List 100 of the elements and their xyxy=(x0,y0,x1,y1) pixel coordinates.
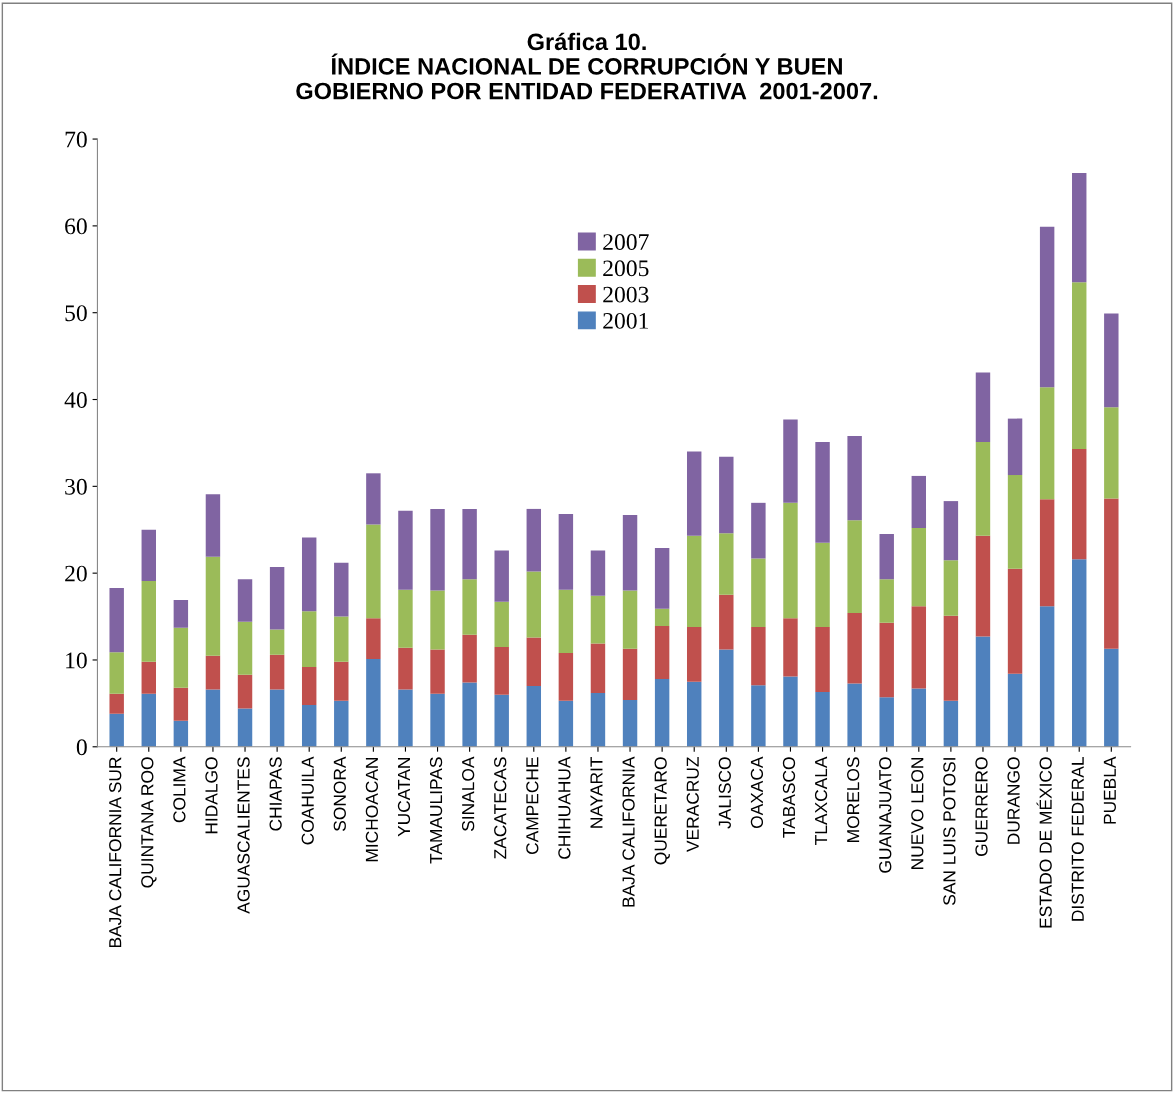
x-tick-label: TLAXCALA xyxy=(814,756,828,845)
bar xyxy=(911,688,927,747)
bar xyxy=(1104,313,1119,408)
bar xyxy=(719,649,734,747)
bar xyxy=(783,618,798,677)
bar xyxy=(751,502,766,559)
x-tick-label: NAYARIT xyxy=(590,756,603,828)
bar xyxy=(654,626,670,680)
bar xyxy=(237,621,253,675)
bar xyxy=(686,451,702,536)
bar xyxy=(751,558,766,627)
bar xyxy=(301,666,317,706)
bar xyxy=(1072,172,1087,283)
bar xyxy=(654,608,670,627)
bar xyxy=(301,611,317,667)
bar xyxy=(815,626,830,693)
x-tick-label: HIDALGO xyxy=(205,757,218,834)
bar xyxy=(558,653,574,701)
bar xyxy=(398,589,413,648)
bar xyxy=(141,580,156,662)
bar xyxy=(686,626,702,682)
bar xyxy=(558,589,574,654)
bar xyxy=(1072,559,1087,747)
bar xyxy=(526,686,542,747)
bar xyxy=(494,550,509,602)
x-tick-label: SAN LUIS POTOSI xyxy=(943,758,956,905)
bar xyxy=(109,693,124,714)
bar xyxy=(783,676,798,747)
bar xyxy=(1104,648,1119,747)
bar xyxy=(1007,475,1023,569)
bar xyxy=(879,534,894,580)
bar xyxy=(943,560,959,616)
bar xyxy=(173,600,189,628)
bar xyxy=(1072,282,1087,449)
bar xyxy=(1007,568,1023,674)
bar xyxy=(526,571,542,638)
bar xyxy=(526,508,542,572)
bar xyxy=(654,679,670,747)
bar xyxy=(109,587,124,653)
bar xyxy=(494,646,509,695)
bar xyxy=(1104,407,1119,499)
legend-label: 2003 xyxy=(603,286,649,303)
bar xyxy=(558,700,574,747)
bar xyxy=(334,616,349,662)
bar xyxy=(943,700,959,747)
bar xyxy=(719,533,734,595)
bar xyxy=(686,535,702,627)
y-tick-label: 30 xyxy=(65,478,87,495)
bar xyxy=(622,590,638,649)
bar xyxy=(815,692,830,747)
bar xyxy=(1039,226,1055,388)
bar xyxy=(1039,499,1055,607)
x-tick-label: TABASCO xyxy=(782,757,796,838)
bar xyxy=(269,654,285,690)
x-tick-label: CAMPECHE xyxy=(526,757,539,855)
bar xyxy=(558,514,574,590)
x-tick-label: COAHUILA xyxy=(301,756,314,845)
bar xyxy=(975,372,991,443)
chart-title: Gráfica 10. ÍNDICE NACIONAL DE CORRUPCIÓN Y BUEN GOBIERNO POR ENTIDAD FEDERATIVA 2001-2007. xyxy=(296,32,878,100)
bar xyxy=(911,475,927,529)
y-tick-label: 50 xyxy=(65,305,87,322)
bar xyxy=(141,693,156,747)
y-tick-label: 70 xyxy=(65,131,87,148)
bar xyxy=(173,720,189,747)
bar xyxy=(398,647,413,690)
legend-label: 2007 xyxy=(603,234,649,250)
bar xyxy=(526,637,542,687)
bar xyxy=(847,520,862,614)
bar xyxy=(237,708,253,747)
bar xyxy=(975,636,991,747)
x-tick-label: QUINTANA ROO xyxy=(141,757,157,888)
bar xyxy=(366,618,381,660)
x-tick-label: CHIHUAHUA xyxy=(558,756,571,859)
y-tick-label: 40 xyxy=(64,392,87,408)
bar xyxy=(269,567,285,630)
x-tick-label: TAMAULIPAS xyxy=(429,757,443,864)
x-tick-label: DISTRITO FEDERAL xyxy=(1071,757,1084,921)
bar xyxy=(269,689,285,747)
bar xyxy=(334,661,349,701)
bar xyxy=(751,685,766,747)
bar xyxy=(590,643,606,693)
x-tick-label: BAJA CALIFORNIA xyxy=(622,756,635,907)
bar xyxy=(430,508,445,591)
bar xyxy=(237,674,253,709)
bar xyxy=(815,442,830,543)
bar xyxy=(847,435,862,521)
y-tick-label: 0 xyxy=(76,739,87,756)
bar xyxy=(141,529,156,581)
x-tick-label: YUCATAN xyxy=(397,757,411,837)
x-tick-label: ZACATECAS xyxy=(494,757,507,859)
bar xyxy=(366,524,381,619)
bar xyxy=(205,494,221,557)
bar xyxy=(462,682,477,747)
x-tick-label: JALISCO xyxy=(718,757,731,829)
bar xyxy=(366,473,381,525)
bar xyxy=(430,649,445,694)
bar xyxy=(1039,606,1055,747)
bar xyxy=(879,697,894,747)
bar xyxy=(622,514,638,591)
x-tick-label: AGUASCALIENTES xyxy=(237,757,250,914)
